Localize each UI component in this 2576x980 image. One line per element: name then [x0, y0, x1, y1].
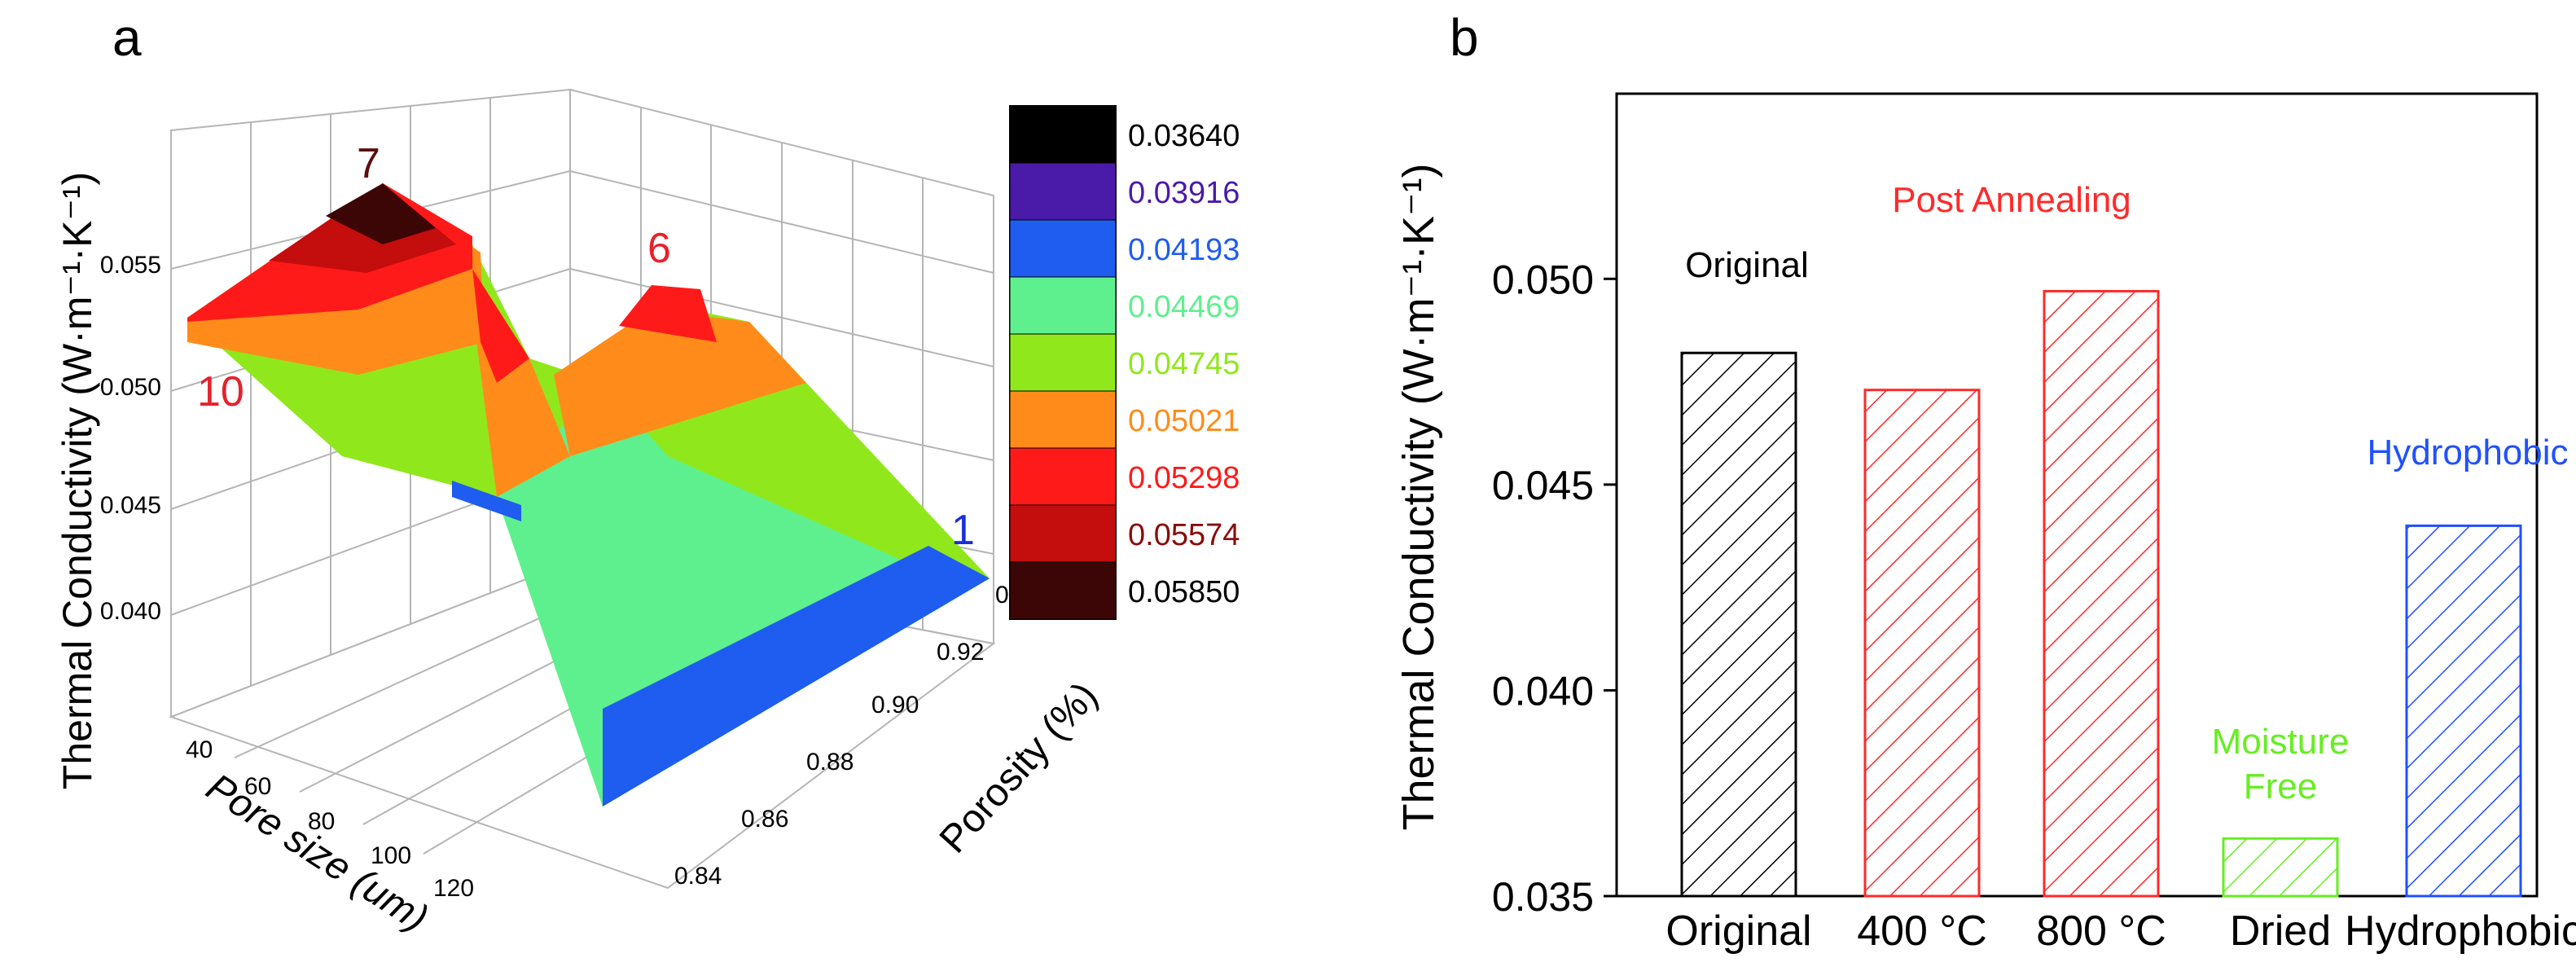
x-tick-label: 400 °C [1857, 907, 1987, 955]
b-y-axis: 0.035 0.040 0.045 0.050 [1492, 257, 1617, 920]
legend-label: 0.05850 [1128, 575, 1240, 609]
panel-a: a [55, 8, 1240, 940]
z-axis-title: Thermal Conductivity (W·m⁻¹·K⁻¹) [55, 172, 100, 789]
x-tick-label: 100 [371, 842, 411, 869]
point-label-7: 7 [357, 140, 380, 187]
legend-swatch [1009, 561, 1117, 620]
point-label-10: 10 [197, 368, 244, 415]
x-tick-label: 800 °C [2036, 907, 2166, 955]
z-tick-label: 0.055 [100, 252, 161, 279]
legend-label: 0.03640 [1128, 119, 1240, 153]
y-tick-label: 0.050 [1492, 257, 1594, 302]
annotation-label: Free [2244, 767, 2317, 806]
panel-a-label: a [112, 8, 142, 67]
z-tick-label: 0.040 [100, 598, 161, 625]
x-tick-label: 80 [308, 808, 335, 835]
x-tick-label: Hydrophobic [2345, 907, 2576, 955]
grid-line [569, 268, 994, 367]
legend-label: 0.04745 [1128, 347, 1240, 381]
legend-swatch [1009, 276, 1117, 335]
legend-label: 0.04469 [1128, 290, 1240, 324]
point-label-1: 1 [951, 507, 975, 554]
legend-swatch [1009, 390, 1117, 449]
x-tick-label: Dried [2230, 907, 2331, 955]
legend-label: 0.05574 [1128, 518, 1240, 552]
bar-1 [1863, 389, 1981, 898]
y-tick-label: 0.90 [871, 692, 919, 719]
x-tick-label: 120 [433, 875, 474, 902]
legend-swatch [1009, 105, 1117, 164]
surface-region-ridge-red [472, 269, 529, 383]
y-tick-label: 0.035 [1492, 874, 1594, 920]
annotation-label: Hydrophobic [2367, 433, 2568, 472]
bar-4 [2405, 524, 2522, 898]
x-tick-label: 60 [244, 773, 271, 800]
bar-3 [2222, 837, 2339, 898]
legend-swatch [1009, 447, 1117, 506]
b-x-axis: Original 400 °C 800 °C Dried Hydrophobic [1665, 907, 2576, 955]
bar-2 [2043, 289, 2160, 898]
z-tick-label: 0.050 [100, 374, 161, 401]
surface-region-peak [326, 183, 436, 244]
b-y-axis-title: Thermal Conductivity (W·m⁻¹·K⁻¹) [1394, 163, 1443, 830]
surface-region-blue-left [452, 481, 521, 521]
surface-region-orange-right [554, 310, 806, 456]
y-tick-label: 0.92 [937, 639, 984, 666]
panel-b-label: b [1450, 8, 1479, 67]
grid-line [569, 170, 994, 274]
z-tick-label: 0.045 [100, 492, 161, 519]
bars [1680, 289, 2522, 898]
floor [169, 560, 996, 890]
legend-label: 0.04193 [1128, 233, 1240, 267]
surface-plot [187, 183, 990, 806]
legend-swatch [1009, 219, 1117, 278]
z-axis: 0.040 0.045 0.050 0.055 [100, 252, 161, 625]
annotation-label: Moisture [2212, 722, 2350, 762]
color-legend: 0.03640 0.03916 0.04193 0.04469 0.04745 0.050… [1009, 105, 1240, 620]
annotations: Original Post Annealing Moisture Free Hydrop… [1685, 180, 2568, 806]
y-tick-label: 0.86 [741, 806, 788, 833]
surface-region-blue [603, 546, 990, 806]
y-tick-label: 0.84 [674, 863, 722, 890]
surface-region-red-right [619, 285, 717, 342]
point-label-6: 6 [647, 225, 671, 272]
x-tick-label: Original [1665, 907, 1811, 955]
panel-b: b 0.035 0.040 0.045 0.050 Thermal Conductiv… [1394, 8, 2576, 955]
legend-label: 0.03916 [1128, 176, 1240, 210]
y-tick-label: 0.040 [1492, 668, 1594, 714]
legend-swatch [1009, 504, 1117, 563]
y-axis-title: Porosity (%) [932, 675, 1106, 862]
y-tick-label: 0.88 [806, 749, 854, 776]
annotation-label: Original [1685, 245, 1809, 285]
x-tick-label: 40 [186, 736, 213, 763]
x-axis: 40 60 80 100 120 [186, 736, 474, 902]
legend-label: 0.05021 [1128, 404, 1240, 438]
legend-swatch [1009, 162, 1117, 221]
legend-label: 0.05298 [1128, 461, 1240, 495]
y-tick-label: 0.045 [1492, 463, 1594, 508]
bar-0 [1680, 351, 1797, 898]
annotation-label: Post Annealing [1892, 180, 2131, 220]
legend-swatch [1009, 333, 1117, 392]
